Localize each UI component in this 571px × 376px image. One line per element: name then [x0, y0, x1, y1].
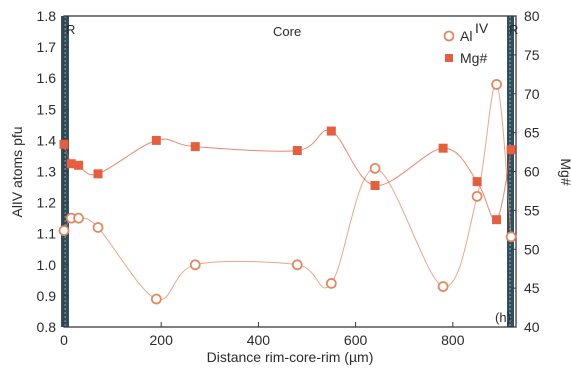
x-tick-label: 600: [344, 332, 368, 348]
mg-data-point: [438, 143, 448, 153]
y-axis-title-left: AlIV atoms pfu: [9, 126, 25, 217]
y-axis-title-right: Mg#: [558, 158, 571, 185]
legend-al-marker: [443, 30, 455, 42]
y-tick-label-left: 1.4: [37, 132, 57, 148]
x-tick-label: 200: [150, 332, 174, 348]
mg-data-point: [326, 126, 336, 136]
y-tick-label-right: 40: [524, 319, 540, 335]
y-tick-label-left: 1.5: [37, 101, 57, 117]
mg-data-point: [190, 142, 200, 152]
mg-data-point: [370, 180, 380, 190]
y-tick-label-left: 1.7: [37, 39, 57, 55]
mg-data-point: [74, 160, 84, 170]
y-tick-label-left: 1.1: [37, 226, 57, 242]
y-tick-label-left: 1.3: [37, 164, 57, 180]
al-data-point: [92, 222, 104, 233]
al-data-point: [150, 293, 162, 305]
al-data-point: [369, 162, 381, 174]
legend-mg-label: Mg#: [460, 50, 487, 66]
x-axis-title: Distance rim-core-rim (µm): [207, 349, 374, 365]
mg-data-point: [292, 146, 302, 156]
y-tick-label-right: 55: [524, 202, 540, 218]
y-tick-label-left: 1.8: [37, 8, 57, 24]
al-series-line: [63, 83, 512, 301]
mg-data-point: [492, 215, 502, 225]
legend-al-label: Al: [460, 28, 472, 44]
mg-data-point: [151, 135, 161, 145]
al-data-point: [505, 231, 517, 243]
mg-data-point: [472, 177, 482, 187]
axis-ticks: 0 200 400 600 800 0.8 0.9 1.0 1.1 1.2 1.3 1.4 1.5 1.6…: [37, 8, 540, 348]
al-data-point: [491, 79, 502, 90]
y-tick-label-left: 1.0: [37, 257, 57, 273]
y-tick-label-left: 1.2: [37, 195, 57, 211]
legend: Al IV Mg#: [443, 20, 489, 66]
y-tick-label-right: 70: [524, 86, 540, 102]
mg-data-point: [93, 169, 103, 179]
al-data-point: [471, 190, 483, 202]
y-tick-label-right: 50: [524, 241, 540, 257]
mg-data-point: [59, 139, 69, 149]
annotation-panel: (h): [495, 310, 511, 325]
y-tick-label-right: 60: [524, 164, 540, 180]
legend-al-superscript: IV: [475, 20, 489, 36]
legend-mg-marker: [445, 54, 453, 62]
y-tick-label-left: 0.8: [37, 319, 57, 335]
annotation-core: Core: [273, 24, 301, 39]
x-tick-label: 400: [247, 332, 271, 348]
y-tick-label-right: 45: [524, 280, 540, 296]
annotation-rim-left: R: [66, 22, 75, 37]
al-data-point: [291, 259, 303, 271]
al-data-point: [189, 259, 201, 271]
mg-data-point: [506, 145, 516, 155]
al-data-point: [58, 225, 70, 236]
x-tick-label: 800: [441, 332, 465, 348]
annotation-rim-right: R: [509, 22, 518, 37]
al-data-point: [73, 212, 84, 224]
mg-data-point: [66, 159, 76, 169]
y-tick-label-left: 0.9: [37, 288, 57, 304]
series-markers: [58, 79, 517, 305]
rim-band-right: [507, 16, 514, 327]
y-tick-label-right: 75: [524, 47, 540, 63]
y-tick-label-left: 1.6: [37, 70, 57, 86]
y-tick-label-right: 80: [524, 8, 540, 24]
y-tick-label-right: 65: [524, 125, 540, 141]
al-data-point: [437, 281, 449, 292]
al-data-point: [325, 278, 337, 289]
x-tick-label: 0: [60, 332, 68, 348]
